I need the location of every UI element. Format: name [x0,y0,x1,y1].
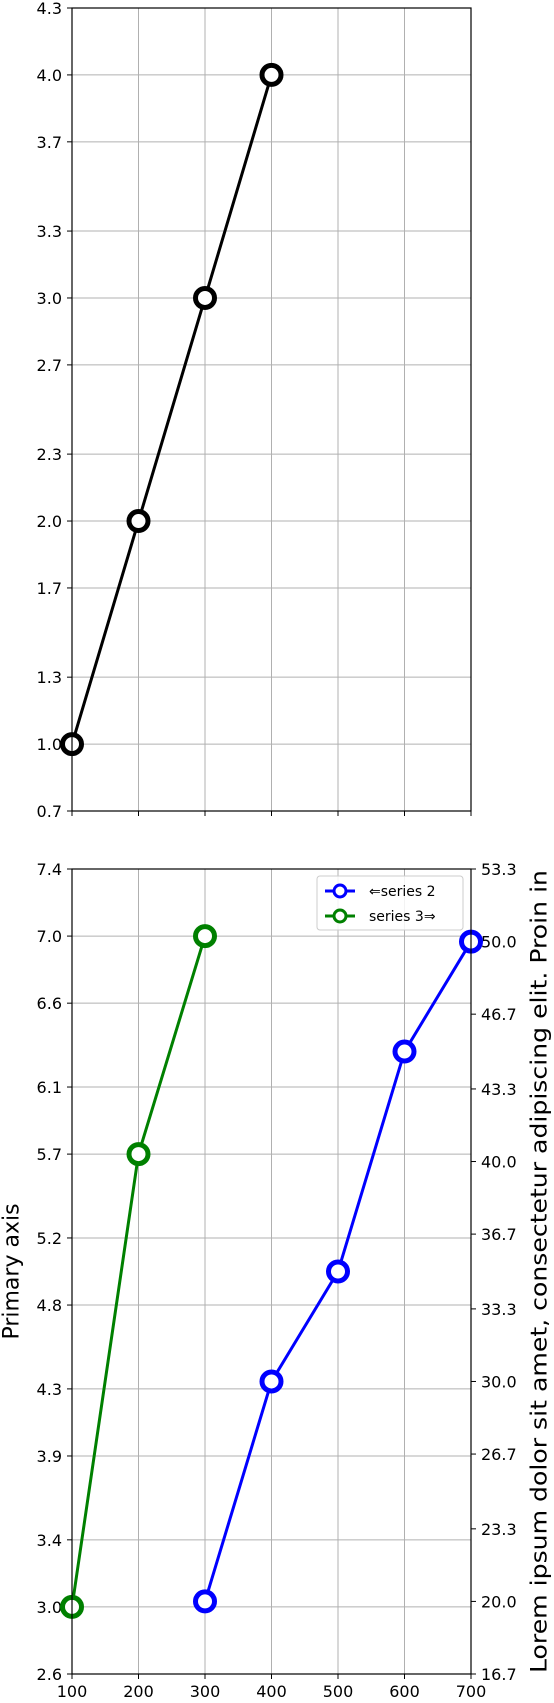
y-tick-label: 6.1 [37,1078,62,1097]
legend-item-series-3-marker [334,910,346,922]
x-tick-label: 600 [389,1682,420,1701]
series-3-point [196,927,215,946]
y-tick-label: 5.7 [37,1145,62,1164]
x-tick-label: 700 [456,1682,487,1701]
y-right-tick-label: 16.7 [481,1665,517,1684]
y-right-tick-label: 43.3 [481,1080,517,1099]
y-right-tick-label: 53.3 [481,860,517,879]
series-2-point [262,1372,281,1391]
series-1-line [72,75,272,744]
y-right-tick-label: 20.0 [481,1592,517,1611]
y-tick-label: 1.0 [37,735,62,754]
y-tick-label: 0.7 [37,802,62,821]
y-right-tick-label: 50.0 [481,933,517,952]
y-tick-label: 7.0 [37,927,62,946]
y-tick-label: 7.4 [37,860,62,879]
y-tick-label: 4.3 [37,0,62,18]
y-tick-label: 3.3 [37,222,62,241]
series-1-point [262,65,281,84]
x-tick-label: 100 [57,1682,88,1701]
series-2-point [395,1042,414,1061]
y-right-tick-label: 30.0 [481,1372,517,1391]
y-tick-label: 3.9 [37,1447,62,1466]
y-tick-label: 4.8 [37,1296,62,1315]
y-tick-label: 2.6 [37,1665,62,1684]
series-3-point [129,1145,148,1164]
bottom-dual-axis-chart: 100 200 300 400 500 600 700 2.6 3.0 3.4 3.9 4.3 4.8 5… [0,860,553,1701]
legend: ⇐series 2 series 3⇒ [317,876,463,930]
y-tick-label: 3.0 [37,289,62,308]
top-line-chart: 0.7 1.0 1.3 1.7 2.0 2.3 2.7 3.0 3.3 3.7 4.0 4.3 [37,0,471,821]
y-right-tick-label: 26.7 [481,1445,517,1464]
y-tick-label: 3.0 [37,1598,62,1617]
y-tick-label: 2.3 [37,445,62,464]
x-tick-label: 500 [323,1682,354,1701]
legend-item-series-2-label: ⇐series 2 [369,884,436,900]
y-tick-label: 4.3 [37,1380,62,1399]
y-axis-label: Primary axis [0,1203,25,1339]
series-2-point [196,1592,215,1611]
series-2-point [329,1262,348,1281]
y-right-tick-label: 33.3 [481,1300,517,1319]
legend-item-series-3-label: series 3⇒ [369,909,436,925]
y-tick-label: 4.0 [37,66,62,85]
y-tick-label: 2.7 [37,356,62,375]
y-right-tick-label: 46.7 [481,1005,517,1024]
x-tick-label: 300 [190,1682,221,1701]
series-1-point [129,512,148,531]
y-tick-label: 1.3 [37,668,62,687]
y-tick-label: 3.7 [37,133,62,152]
y-tick-label: 5.2 [37,1229,62,1248]
y-right-tick-label: 36.7 [481,1225,517,1244]
y-right-tick-label: 23.3 [481,1520,517,1539]
y-right-tick-label: 40.0 [481,1153,517,1172]
series-1-point [196,288,215,307]
x-tick-label: 400 [256,1682,287,1701]
y-tick-label: 2.0 [37,512,62,531]
y-right-axis-label: Lorem ipsum dolor sit amet, consectetur … [528,870,553,1673]
x-tick-label: 200 [123,1682,154,1701]
y-tick-label: 6.6 [37,994,62,1013]
y-tick-label: 1.7 [37,579,62,598]
y-tick-label: 3.4 [37,1531,62,1550]
legend-item-series-2-marker [334,885,346,897]
